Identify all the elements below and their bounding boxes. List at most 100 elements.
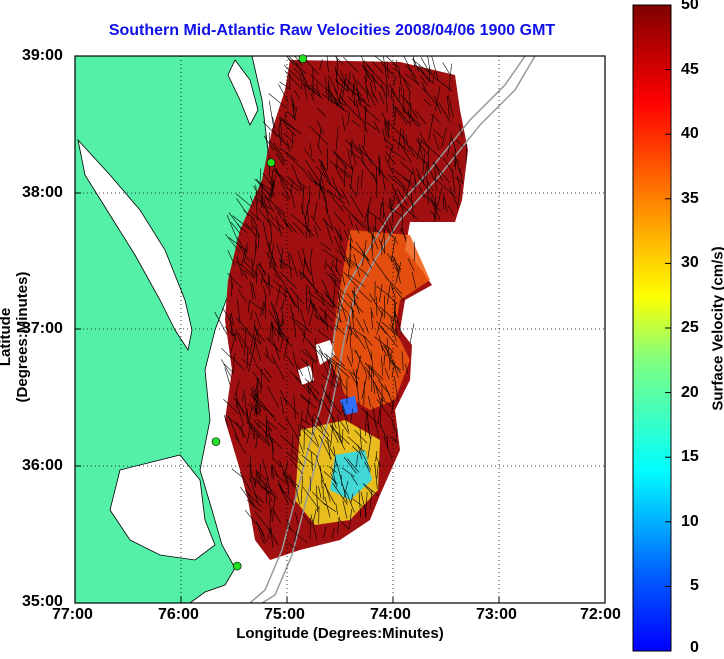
velocity-arrow: [313, 180, 333, 196]
velocity-arrow: [246, 347, 249, 368]
velocity-arrow: [236, 236, 246, 252]
velocity-arrow: [331, 195, 344, 212]
velocity-arrow: [383, 212, 391, 237]
velocity-arrow: [349, 237, 352, 250]
velocity-arrow: [337, 302, 348, 313]
velocity-arrow: [337, 291, 341, 314]
velocity-arrow: [312, 419, 321, 428]
velocity-arrow: [327, 307, 343, 323]
velocity-arrow: [297, 364, 303, 376]
velocity-arrow: [285, 153, 306, 172]
velocity-arrow: [249, 393, 266, 412]
velocity-arrow: [426, 179, 434, 191]
velocity-arrow: [351, 348, 353, 363]
velocity-arrow: [230, 312, 234, 324]
velocity-arrow: [334, 235, 346, 262]
velocity-arrow: [279, 271, 298, 289]
velocity-arrow: [276, 244, 286, 269]
velocity-arrow: [327, 189, 345, 205]
velocity-arrow: [228, 415, 240, 442]
velocity-arrow: [427, 56, 431, 73]
velocity-arrow: [378, 91, 385, 105]
velocity-arrow: [228, 212, 243, 231]
velocity-arrow: [288, 542, 298, 550]
velocity-arrow: [373, 120, 380, 133]
velocity-arrow: [349, 142, 357, 166]
velocity-arrow: [245, 223, 258, 238]
velocity-arrow: [290, 316, 306, 335]
velocity-arrow: [369, 82, 375, 98]
velocity-arrow: [232, 353, 236, 375]
velocity-arrow: [454, 154, 456, 167]
velocity-arrow: [225, 414, 242, 429]
velocity-arrow: [226, 214, 238, 241]
velocity-arrow: [403, 129, 405, 149]
velocity-arrow: [380, 62, 394, 76]
velocity-arrow: [285, 221, 293, 233]
velocity-arrow: [465, 144, 468, 164]
velocity-arrow: [270, 528, 274, 548]
velocity-arrow: [325, 392, 342, 416]
velocity-arrow: [260, 404, 275, 417]
velocity-arrow: [284, 70, 303, 90]
velocity-arrow: [278, 84, 289, 103]
velocity-arrow: [249, 334, 255, 355]
velocity-arrow: [327, 75, 339, 94]
velocity-arrow: [451, 137, 457, 151]
velocity-arrow: [346, 491, 355, 513]
velocity-arrow: [395, 196, 404, 211]
velocity-arrow: [368, 364, 384, 380]
velocity-arrow: [389, 351, 392, 370]
velocity-arrow: [425, 166, 429, 180]
velocity-arrow: [412, 167, 417, 186]
velocity-arrow: [254, 264, 258, 278]
velocity-arrow: [383, 436, 393, 459]
velocity-arrow: [342, 500, 348, 519]
velocity-arrow: [332, 469, 338, 488]
velocity-arrow: [223, 399, 240, 415]
velocity-arrow: [405, 171, 413, 198]
velocity-arrow: [277, 422, 286, 430]
data-gap: [298, 365, 314, 385]
velocity-arrow: [363, 381, 365, 406]
velocity-arrow: [282, 213, 288, 227]
velocity-arrow: [346, 355, 353, 368]
velocity-arrow: [336, 291, 355, 313]
velocity-arrow: [311, 215, 322, 232]
velocity-arrow: [268, 100, 274, 128]
velocity-arrow: [283, 337, 289, 360]
velocity-arrow: [251, 282, 256, 299]
velocity-arrow: [258, 208, 272, 227]
velocity-arrow: [398, 65, 403, 91]
velocity-arrow: [381, 111, 390, 130]
velocity-arrow: [309, 92, 315, 102]
velocity-arrow: [280, 434, 301, 454]
velocity-arrow: [351, 445, 362, 456]
velocity-arrow: [272, 169, 286, 180]
velocity-arrow: [352, 369, 359, 385]
velocity-arrow: [394, 309, 403, 336]
velocity-arrow: [267, 525, 272, 540]
velocity-arrow: [227, 272, 242, 289]
velocity-arrow: [305, 349, 317, 364]
velocity-arrow: [267, 428, 275, 453]
velocity-arrow: [320, 171, 325, 189]
velocity-arrow: [287, 176, 304, 193]
velocity-arrow: [255, 406, 258, 417]
velocity-arrow: [340, 474, 343, 487]
velocity-arrow: [283, 133, 295, 144]
velocity-arrow: [361, 239, 367, 267]
velocity-arrow: [223, 415, 229, 427]
velocity-arrow: [289, 253, 299, 277]
velocity-arrow: [346, 458, 360, 473]
velocity-arrow: [271, 355, 285, 380]
velocity-arrow: [314, 306, 318, 320]
grid-lines: [75, 56, 605, 603]
velocity-arrow: [250, 425, 261, 437]
velocity-arrow: [330, 363, 337, 389]
velocity-arrow: [356, 85, 362, 105]
velocity-arrow: [251, 218, 253, 231]
bathymetry-contour: [261, 56, 536, 603]
velocity-arrow: [342, 486, 348, 503]
velocity-arrow: [223, 363, 235, 374]
